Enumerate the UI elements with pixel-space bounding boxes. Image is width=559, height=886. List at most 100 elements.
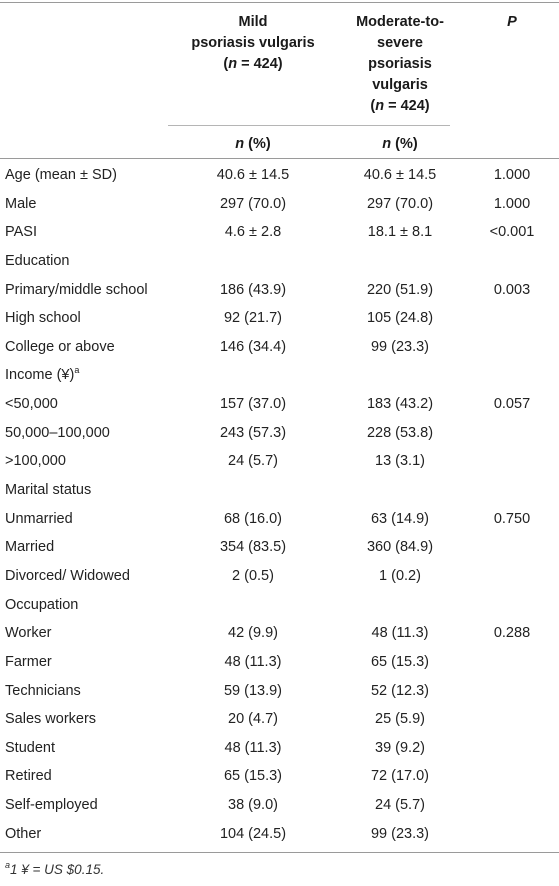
cell-mild: 104 (24.5) [219,825,287,842]
cell-mild: 68 (16.0) [223,510,283,527]
row-label-text: Primary/middle school [5,281,148,298]
row-label-text: Income (¥) [5,367,75,384]
row-label: High school [5,304,81,333]
row-label-text: Student [5,739,55,756]
cell-mild: 59 (13.9) [223,682,283,699]
footnote-text: 1 ¥ = US $0.15. [10,862,105,877]
cell-moderate-severe: 297 (70.0) [366,195,434,212]
cell-mild: 146 (34.4) [219,338,287,355]
table-row: Marital status [0,476,559,505]
row-label-text: Self-employed [5,797,98,814]
subheader-mild-n: n [235,136,245,152]
row-label-text: College or above [5,338,115,355]
row-label: Sales workers [5,705,96,734]
cell-moderate-severe: 24 (5.7) [375,797,425,814]
cell-mild: 157 (37.0) [219,396,287,413]
table-row: College or above 146 (34.4) 99 (23.3) [0,333,559,362]
cell-mild: 354 (83.5) [219,539,287,556]
header-mild-line2: psoriasis vulgaris [191,35,315,51]
header-p-value: P [507,14,517,30]
row-label-text: Male [5,195,37,212]
table-bottom-rule [0,852,559,853]
cell-moderate-severe: 65 (15.3) [370,653,430,670]
table-row: Education [0,247,559,276]
table-row: PASI 4.6 ± 2.8 18.1 ± 8.1 <0.001 [0,218,559,247]
header-bottom-rule [0,158,559,159]
cell-mild: 186 (43.9) [219,281,287,298]
table-row: Retired 65 (15.3) 72 (17.0) [0,762,559,791]
row-label-text: Education [5,252,70,269]
header-severe-line1: Moderate-to- [356,14,444,30]
row-label-text: >100,000 [5,453,66,470]
table-row: Divorced/ Widowed 2 (0.5) 1 (0.2) [0,562,559,591]
cell-p-value: 0.288 [493,625,531,642]
row-label-text: Technicians [5,682,81,699]
table-row: Student 48 (11.3) 39 (9.2) [0,734,559,763]
table-row: Sales workers 20 (4.7) 25 (5.9) [0,705,559,734]
row-label: Divorced/ Widowed [5,562,130,591]
row-label-text: Married [5,539,55,556]
cell-mild: 20 (4.7) [228,711,278,728]
subheader-severe: n (%) [338,134,462,154]
cell-mild: 65 (15.3) [223,768,283,785]
table-footnote: a1 ¥ = US $0.15. [5,861,104,879]
row-label: Occupation [5,591,78,620]
cell-moderate-severe: 360 (84.9) [366,539,434,556]
cell-moderate-severe: 105 (24.8) [366,310,434,327]
table-row: Married 354 (83.5) 360 (84.9) [0,533,559,562]
row-label: Primary/middle school [5,276,148,305]
cell-p-value: 1.000 [493,167,531,183]
cell-p-value: 0.057 [493,396,531,413]
cell-moderate-severe: 1 (0.2) [379,567,421,584]
cell-moderate-severe: 63 (14.9) [370,510,430,527]
cell-mild: 4.6 ± 2.8 [224,224,282,241]
row-label-text: Other [5,825,42,842]
table-row: Primary/middle school 186 (43.9) 220 (51.9… [0,276,559,305]
row-label-text: Marital status [5,482,92,499]
row-label-text: Sales workers [5,711,97,728]
table-row: Self-employed 38 (9.0) 24 (5.7) [0,791,559,820]
row-label-text: High school [5,310,81,327]
table-row: Technicians 59 (13.9) 52 (12.3) [0,677,559,706]
row-label: Self-employed [5,791,98,820]
row-label-footnote-marker: a [74,365,80,376]
row-label: College or above [5,333,115,362]
cell-mild: 243 (57.3) [219,424,287,441]
row-label: Income (¥)a [5,361,79,390]
header-moderate-severe: Moderate-to- severe psoriasis vulgaris (… [338,12,462,117]
table-row: Male 297 (70.0) 297 (70.0) 1.000 [0,190,559,219]
cell-moderate-severe: 99 (23.3) [370,825,430,842]
table-row: High school 92 (21.7) 105 (24.8) [0,304,559,333]
table-row: >100,000 24 (5.7) 13 (3.1) [0,447,559,476]
cell-mild: 40.6 ± 14.5 [216,167,290,183]
row-label: >100,000 [5,447,66,476]
row-label: Age (mean ± SD) [5,161,117,190]
row-label-text: PASI [5,224,37,241]
cell-moderate-severe: 25 (5.9) [375,711,425,728]
subheader-severe-n: n [382,136,392,152]
row-label-text: Farmer [5,653,52,670]
table-row: Occupation [0,591,559,620]
cell-moderate-severe: 40.6 ± 14.5 [363,167,437,183]
row-label-text: Divorced/ Widowed [5,567,130,584]
cell-moderate-severe: 228 (53.8) [366,424,434,441]
header-severe-line2: severe [377,35,423,51]
header-severe-line4: vulgaris [372,77,428,93]
cell-mild: 92 (21.7) [223,310,283,327]
row-label: Marital status [5,476,91,505]
cell-mild: 297 (70.0) [219,195,287,212]
row-label: Technicians [5,677,81,706]
table-row: Age (mean ± SD) 40.6 ± 14.5 40.6 ± 14.5 1.0… [0,161,559,190]
header-sub-rule [168,125,450,126]
header-mild-n: (n = 424) [223,56,283,72]
cell-moderate-severe: 99 (23.3) [370,338,430,355]
table-body: Age (mean ± SD) 40.6 ± 14.5 40.6 ± 14.5 1.0… [0,161,559,848]
row-label-text: Age (mean ± SD) [5,167,117,183]
row-label-text: Occupation [5,596,79,613]
table-row: <50,000 157 (37.0) 183 (43.2) 0.057 [0,390,559,419]
row-label-text: Retired [5,768,52,785]
cell-moderate-severe: 183 (43.2) [366,396,434,413]
table-row: Worker 42 (9.9) 48 (11.3) 0.288 [0,619,559,648]
header-mild-n-symbol: n [228,56,238,72]
table-top-rule [0,2,559,3]
